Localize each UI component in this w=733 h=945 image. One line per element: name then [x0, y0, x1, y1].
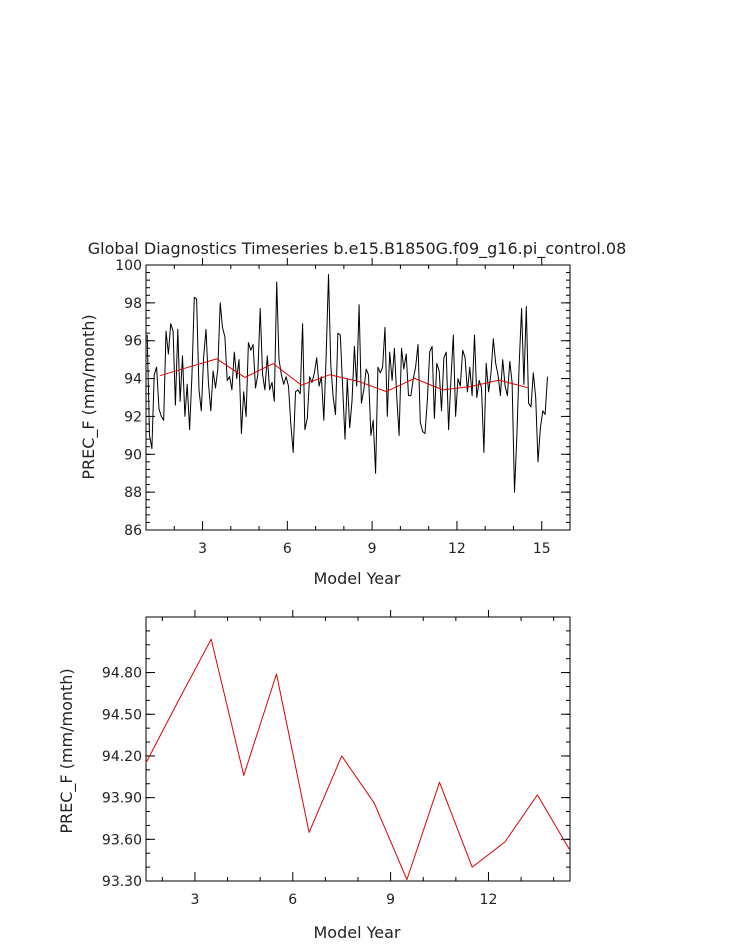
plot-frame	[145, 616, 571, 882]
y-axis-label: PREC_F (mm/month)	[79, 314, 99, 479]
y-tick-label: 96	[124, 334, 142, 350]
y-tick-label: 90	[124, 447, 142, 463]
x-tick-label: 6	[288, 892, 297, 908]
y-axis-label: PREC_F (mm/month)	[57, 668, 77, 833]
x-tick-label: 15	[533, 541, 551, 557]
plot-frame	[145, 264, 571, 531]
chart-title: Global Diagnostics Timeseries b.e15.B185…	[88, 239, 627, 259]
y-tick-label: 93.60	[102, 832, 142, 848]
x-axis-label: Model Year	[314, 569, 401, 588]
x-tick-label: 12	[448, 541, 466, 557]
y-tick-label: 94.80	[102, 666, 142, 682]
y-tick-label: 92	[124, 409, 142, 425]
series-line-0	[145, 638, 571, 881]
timeseries-chart-annual: Model Year PREC_F (mm/month) 3 6 9 12 93.30 9…	[57, 610, 571, 942]
y-tick-label: 98	[124, 296, 142, 312]
y-tick-label: 86	[124, 523, 142, 539]
x-tick-label: 3	[198, 541, 207, 557]
y-tick-label: 93.90	[102, 791, 142, 807]
y-tick-label: 94.20	[102, 749, 142, 765]
x-tick-label: 9	[368, 541, 377, 557]
series-line-1	[159, 358, 528, 393]
x-tick-label: 12	[480, 892, 498, 908]
x-tick-label: 9	[386, 892, 395, 908]
y-tick-label: 94.50	[102, 707, 142, 723]
y-tick-label: 94	[124, 372, 142, 388]
x-tick-label: 6	[283, 541, 292, 557]
y-tick-label: 93.30	[102, 874, 142, 890]
timeseries-chart-full: Global Diagnostics Timeseries b.e15.B185…	[79, 239, 626, 588]
x-axis-label: Model Year	[314, 923, 401, 942]
y-tick-label: 88	[124, 485, 142, 501]
y-tick-label: 100	[115, 258, 142, 274]
x-tick-label: 3	[190, 892, 199, 908]
